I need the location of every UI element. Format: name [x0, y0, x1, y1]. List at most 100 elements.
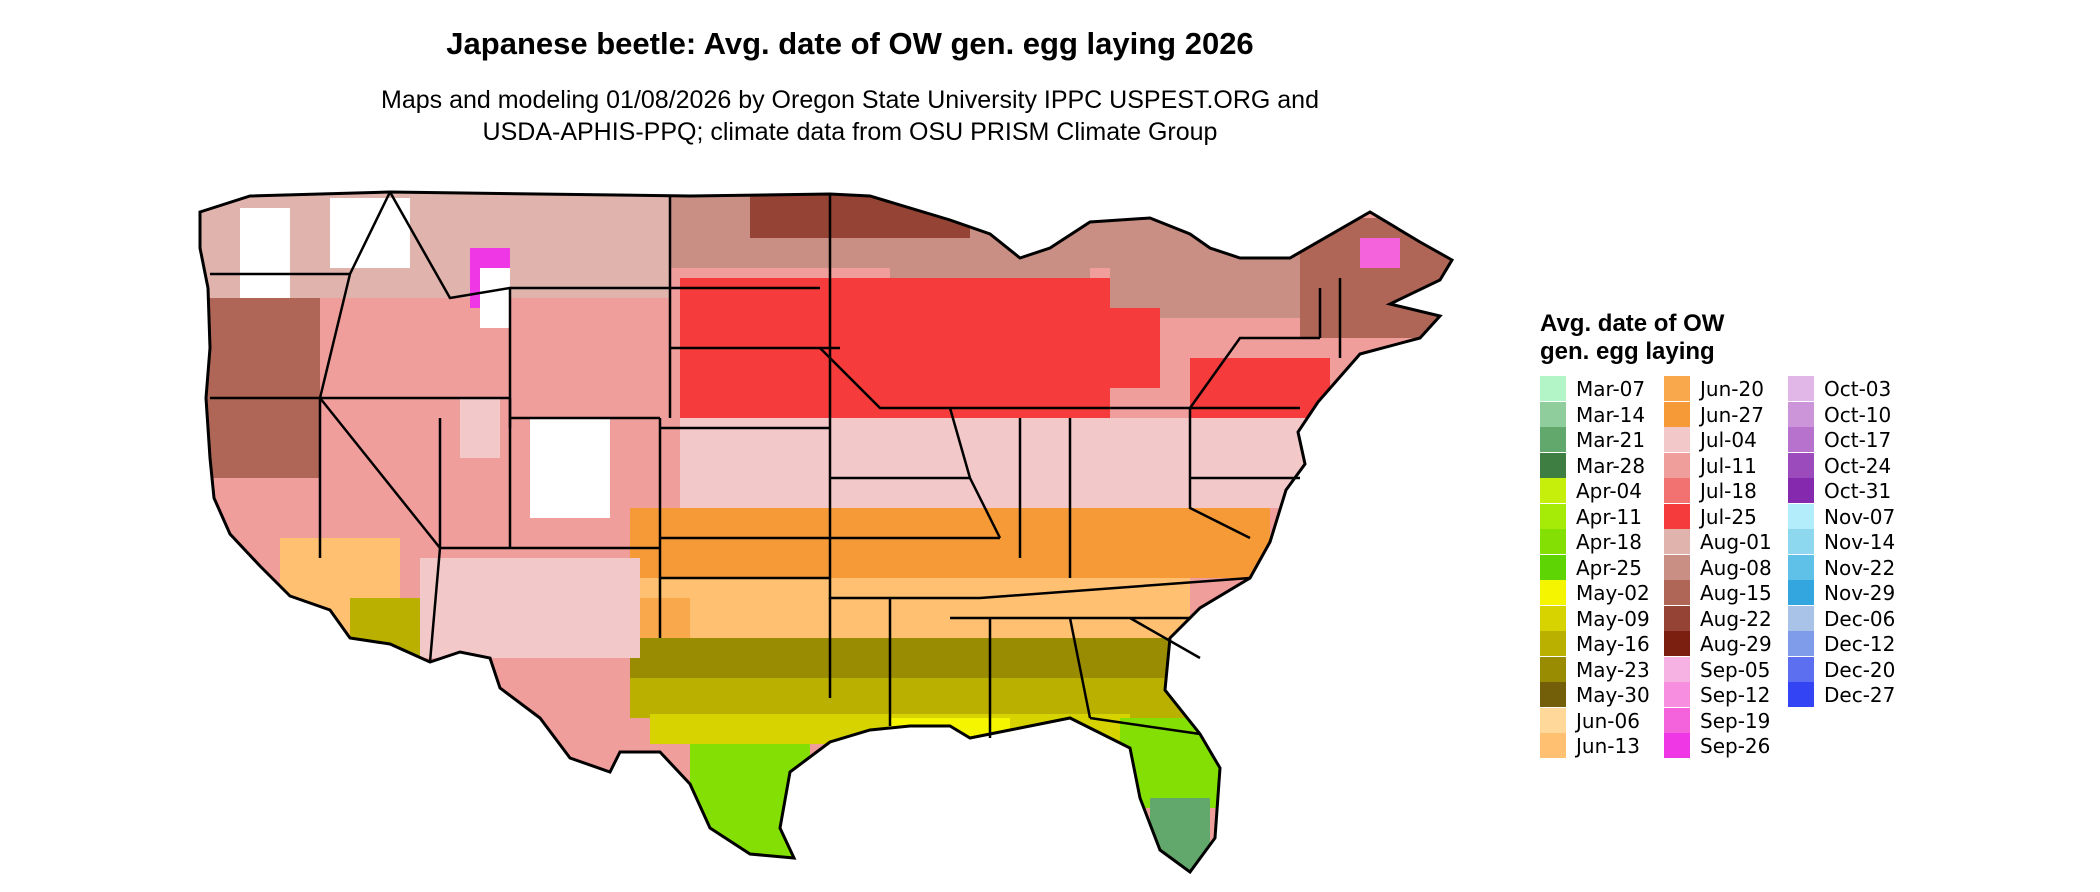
- legend-swatch: [1788, 452, 1814, 478]
- legend-label: Sep-19: [1700, 708, 1771, 733]
- legend-title-line-1: Avg. date of OW: [1540, 310, 1725, 337]
- legend-title: Avg. date of OW gen. egg laying: [1540, 310, 1800, 366]
- map-fill-regions: [200, 192, 1452, 872]
- legend-item: Apr-25: [1540, 554, 1690, 581]
- legend-label: Apr-04: [1576, 479, 1642, 503]
- legend-label: Jun-06: [1576, 708, 1640, 733]
- legend-swatch: [1540, 554, 1566, 580]
- legend-item: Oct-24: [1788, 452, 1938, 479]
- legend-item: Apr-04: [1540, 478, 1690, 504]
- legend-swatch: [1540, 707, 1566, 733]
- legend-item: Nov-22: [1788, 554, 1938, 581]
- legend-item: Mar-14: [1540, 401, 1690, 428]
- legend-swatch: [1540, 580, 1566, 605]
- legend-label: Dec-20: [1824, 657, 1896, 682]
- legend-item: Oct-31: [1788, 478, 1938, 504]
- legend-swatch: [1664, 503, 1690, 529]
- legend-item: Aug-22: [1664, 605, 1814, 632]
- legend-label: Jul-18: [1700, 479, 1757, 503]
- legend-item: Aug-08: [1664, 554, 1814, 581]
- legend-label: Aug-15: [1700, 581, 1772, 605]
- legend-swatch: [1540, 529, 1566, 554]
- legend-swatch: [1788, 605, 1814, 631]
- legend-label: Oct-24: [1824, 453, 1892, 478]
- legend-label: Oct-03: [1824, 377, 1892, 401]
- legend-swatch: [1788, 427, 1814, 452]
- legend-item: Sep-12: [1664, 682, 1814, 708]
- legend-swatch: [1788, 529, 1814, 554]
- legend-swatch: [1664, 401, 1690, 427]
- legend-label: Nov-14: [1824, 530, 1896, 554]
- legend-swatch: [1664, 427, 1690, 452]
- legend-label: Jun-13: [1576, 734, 1640, 758]
- legend-label: Jun-20: [1700, 377, 1764, 401]
- legend-label: Aug-29: [1700, 632, 1772, 656]
- legend-item: Mar-28: [1540, 452, 1690, 479]
- us-egg-laying-map: [198, 190, 1455, 875]
- legend-swatch: [1540, 401, 1566, 427]
- legend-swatch: [1664, 733, 1690, 758]
- legend-item: Jul-11: [1664, 452, 1814, 479]
- legend-swatch: [1540, 682, 1566, 707]
- legend-label: Mar-07: [1576, 377, 1646, 401]
- legend-item: Oct-03: [1788, 376, 1938, 402]
- legend-label: May-30: [1576, 683, 1650, 707]
- legend-label: Jul-11: [1700, 453, 1757, 478]
- map-title: Japanese beetle: Avg. date of OW gen. eg…: [446, 26, 1254, 61]
- legend-swatch: [1540, 605, 1566, 631]
- legend-item: Mar-07: [1540, 376, 1690, 402]
- legend-swatch: [1788, 554, 1814, 580]
- legend-swatch: [1788, 682, 1814, 707]
- legend-label: May-09: [1576, 606, 1650, 631]
- legend-swatch: [1540, 478, 1566, 503]
- legend-item: May-02: [1540, 580, 1690, 606]
- legend-swatch: [1788, 503, 1814, 529]
- legend-item: Jul-04: [1664, 427, 1814, 453]
- legend-item: Nov-07: [1788, 503, 1938, 530]
- legend-swatch: [1664, 631, 1690, 656]
- legend-item: May-30: [1540, 682, 1690, 708]
- legend-label: Dec-06: [1824, 606, 1896, 631]
- legend-item: Dec-27: [1788, 682, 1938, 708]
- legend-swatch: [1540, 376, 1566, 401]
- legend-item: Apr-11: [1540, 503, 1690, 530]
- legend-label: Jun-27: [1700, 402, 1764, 427]
- legend-item: Dec-12: [1788, 631, 1938, 657]
- legend-swatch: [1540, 631, 1566, 656]
- legend-swatch: [1664, 605, 1690, 631]
- legend-swatch: [1540, 733, 1566, 758]
- legend-label: May-02: [1576, 581, 1650, 605]
- legend-item: Aug-29: [1664, 631, 1814, 657]
- legend-item: Apr-18: [1540, 529, 1690, 555]
- legend-item: Jun-20: [1664, 376, 1814, 402]
- legend-swatch: [1664, 580, 1690, 605]
- legend-item: Jul-18: [1664, 478, 1814, 504]
- legend-title-line-2: gen. egg laying: [1540, 338, 1715, 365]
- legend-item: Jul-25: [1664, 503, 1814, 530]
- legend-label: Nov-07: [1824, 504, 1896, 529]
- legend-label: Mar-21: [1576, 428, 1646, 452]
- legend-item: Nov-29: [1788, 580, 1938, 606]
- legend-swatch: [1540, 503, 1566, 529]
- legend-label: May-16: [1576, 632, 1650, 656]
- legend-label: Oct-10: [1824, 402, 1892, 427]
- legend-label: Dec-12: [1824, 632, 1896, 656]
- legend-swatch: [1788, 656, 1814, 682]
- legend-label: Mar-14: [1576, 402, 1646, 427]
- map-subtitle-line-1: Maps and modeling 01/08/2026 by Oregon S…: [381, 86, 1319, 114]
- legend-label: Sep-12: [1700, 683, 1771, 707]
- legend-swatch: [1788, 401, 1814, 427]
- legend-label: Sep-26: [1700, 734, 1771, 758]
- map-subtitle-line-2: USDA-APHIS-PPQ; climate data from OSU PR…: [482, 118, 1218, 146]
- legend-item: Jun-06: [1540, 707, 1690, 734]
- legend-swatch: [1664, 682, 1690, 707]
- legend-item: Jun-13: [1540, 733, 1690, 759]
- legend-label: Jul-25: [1700, 504, 1757, 529]
- legend-label: Nov-22: [1824, 555, 1896, 580]
- legend-swatch: [1788, 478, 1814, 503]
- legend-label: Apr-25: [1576, 555, 1642, 580]
- legend-label: Apr-11: [1576, 504, 1642, 529]
- legend-item: May-09: [1540, 605, 1690, 632]
- legend-swatch: [1664, 452, 1690, 478]
- legend-label: Oct-17: [1824, 428, 1892, 452]
